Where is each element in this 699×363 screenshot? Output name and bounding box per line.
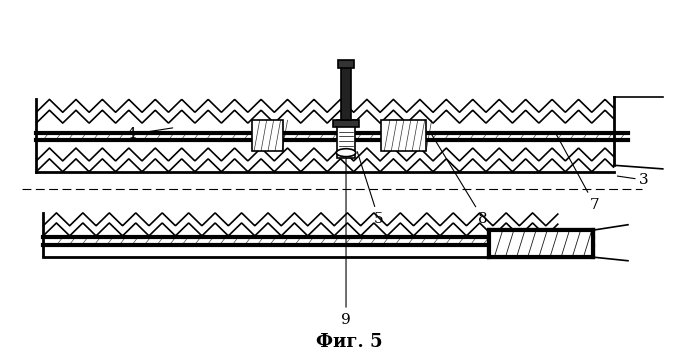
Text: 7: 7: [556, 134, 599, 212]
Text: 5: 5: [357, 152, 384, 226]
Ellipse shape: [336, 149, 356, 157]
Text: 3: 3: [638, 173, 648, 187]
Bar: [338, 120, 354, 158]
Bar: [252, 120, 283, 151]
Text: 8: 8: [431, 134, 488, 226]
Bar: [381, 120, 426, 151]
Bar: [342, 66, 350, 120]
Text: 9: 9: [341, 66, 351, 327]
Bar: [489, 230, 593, 257]
Text: 4: 4: [127, 127, 173, 141]
Bar: [338, 60, 354, 68]
Bar: [333, 120, 359, 127]
Text: Фиг. 5: Фиг. 5: [316, 333, 383, 351]
